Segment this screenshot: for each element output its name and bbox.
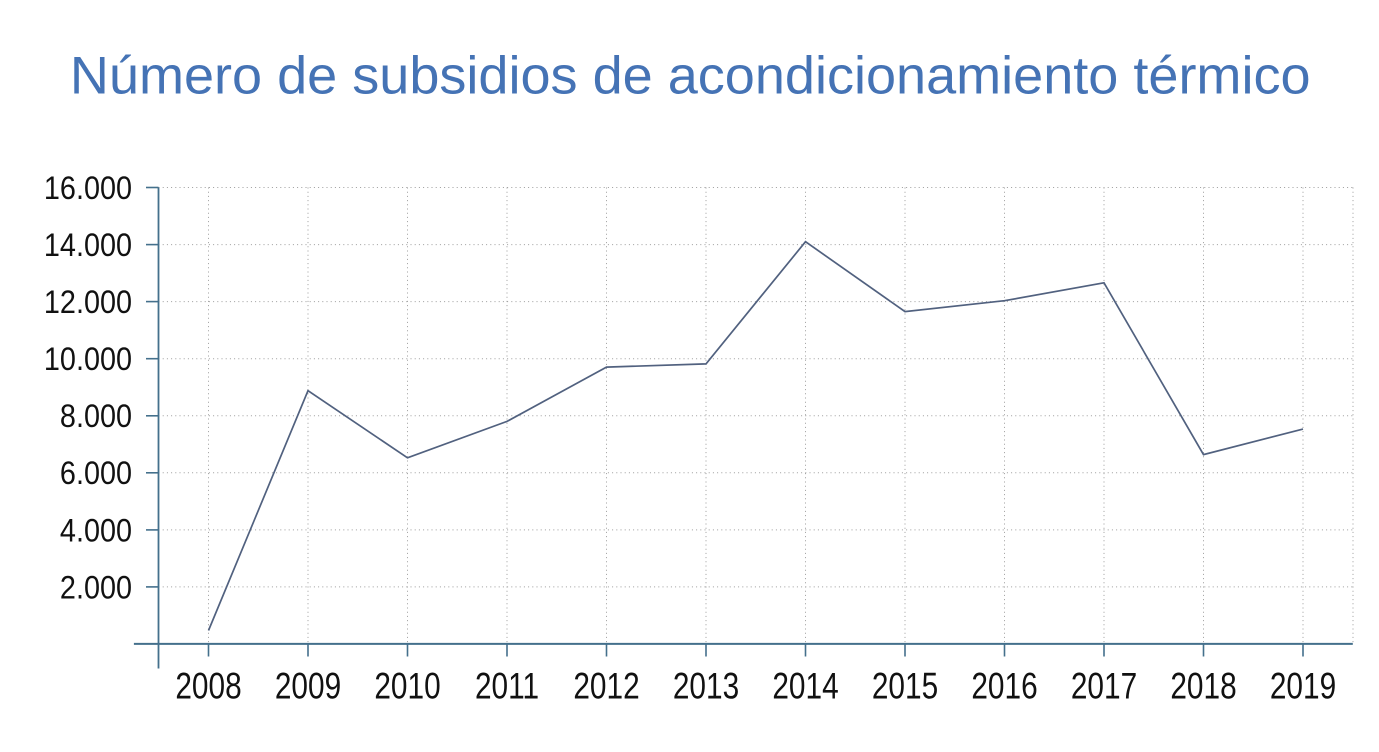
svg-text:2019: 2019 [1270,665,1336,707]
svg-text:10.000: 10.000 [44,342,132,378]
svg-text:16.000: 16.000 [44,171,132,207]
svg-text:2017: 2017 [1071,665,1137,707]
svg-text:2014: 2014 [772,665,838,707]
svg-text:2009: 2009 [275,665,341,707]
svg-text:4.000: 4.000 [60,513,132,549]
svg-text:2015: 2015 [872,665,938,707]
svg-text:2008: 2008 [175,665,241,707]
svg-text:2.000: 2.000 [60,570,132,606]
svg-text:2012: 2012 [573,665,639,707]
svg-text:2016: 2016 [971,665,1037,707]
svg-text:Número de subsidios de acondic: Número de subsidios de acondicionamiento… [70,47,1311,105]
svg-text:2018: 2018 [1170,665,1236,707]
svg-text:14.000: 14.000 [44,228,132,264]
svg-text:2011: 2011 [475,665,539,707]
svg-text:6.000: 6.000 [60,456,132,492]
svg-text:12.000: 12.000 [44,285,132,321]
svg-text:8.000: 8.000 [60,399,132,435]
svg-text:2010: 2010 [374,665,440,707]
svg-text:2013: 2013 [673,665,739,707]
